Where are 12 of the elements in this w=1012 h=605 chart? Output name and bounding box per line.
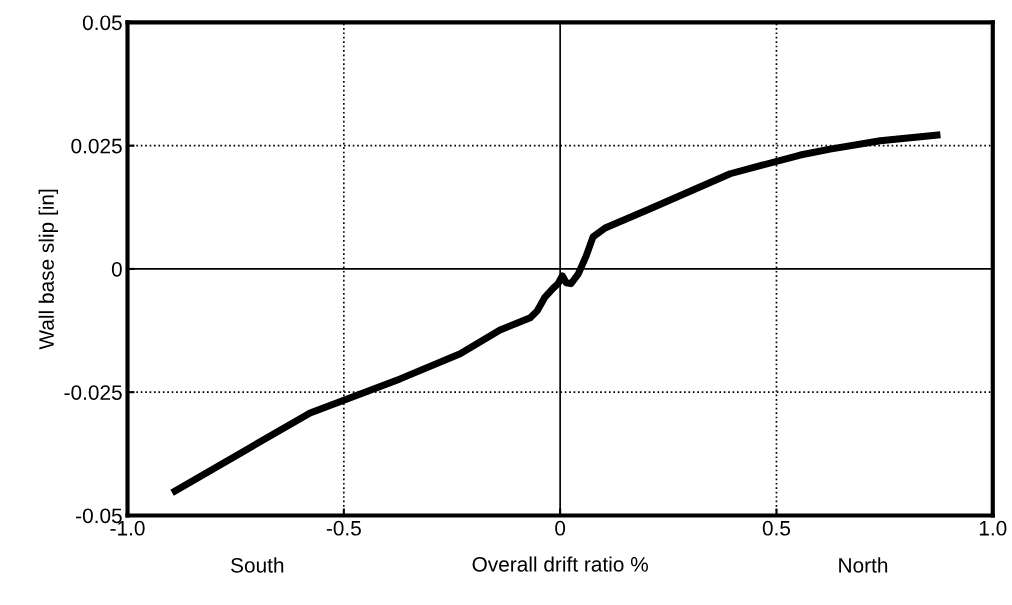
text: North [839,557,888,573]
x-axis-title: Overall drift ratio % [472,556,648,572]
y-tick-label: 0 [111,261,122,277]
y-tick-label: 0.025 [71,138,122,154]
y-tick-label: -0.025 [64,385,122,400]
x-tick-label: 0.5 [762,520,791,536]
y-axis-title: Wall base slip [in] [38,189,59,350]
x-tick-label: 0 [555,520,566,536]
text: South [231,557,284,573]
x-tick-label: 1.0 [979,520,1007,536]
x-tick-label: -0.5 [326,520,361,536]
y-tick-label: 0.05 [82,15,122,31]
